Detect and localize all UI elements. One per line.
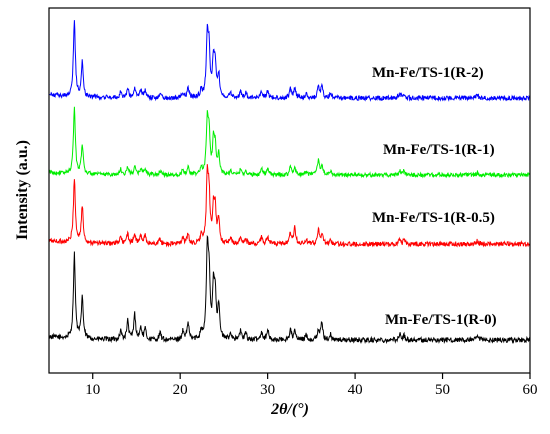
x-tick-label: 50 bbox=[435, 382, 450, 398]
series-traces bbox=[48, 20, 531, 345]
series-line-1 bbox=[48, 164, 531, 248]
series-labels: Mn-Fe/TS-1(R-0) Mn-Fe/TS-1(R-0.5) Mn-Fe/TS… bbox=[372, 65, 497, 328]
series-label-1: Mn-Fe/TS-1(R-0.5) bbox=[372, 210, 495, 226]
x-tick-label: 30 bbox=[260, 382, 275, 398]
x-tick-label: 10 bbox=[85, 382, 100, 398]
x-axis-title: 2θ/(°) bbox=[270, 401, 309, 418]
plot-frame bbox=[48, 7, 531, 374]
series-line-2 bbox=[48, 106, 531, 179]
x-tick-label: 20 bbox=[173, 382, 188, 398]
x-tick-label: 40 bbox=[348, 382, 363, 398]
series-label-0: Mn-Fe/TS-1(R-0) bbox=[385, 312, 497, 328]
series-line-0 bbox=[48, 234, 531, 345]
x-tick-label: 60 bbox=[523, 382, 538, 398]
series-line-3 bbox=[48, 20, 531, 102]
y-axis-title: Intensity (a.u.) bbox=[14, 140, 31, 240]
series-label-2: Mn-Fe/TS-1(R-1) bbox=[383, 142, 495, 158]
series-label-3: Mn-Fe/TS-1(R-2) bbox=[372, 65, 484, 81]
x-axis-ticks: 10 20 30 40 50 60 bbox=[85, 373, 538, 398]
